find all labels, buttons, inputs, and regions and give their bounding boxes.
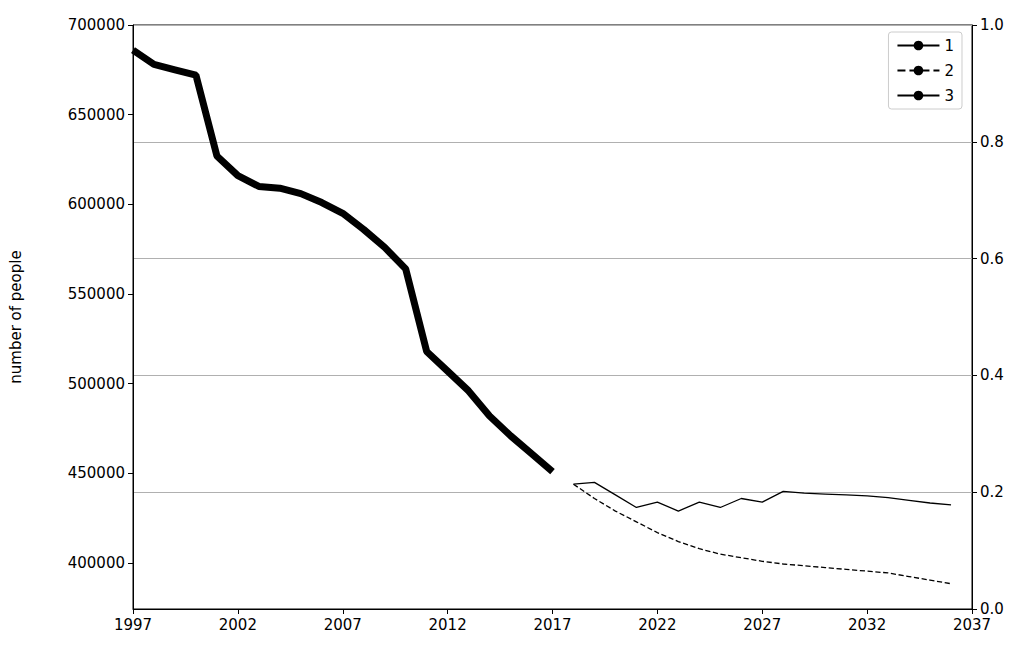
svg-text:0.0: 0.0 — [980, 600, 1004, 618]
svg-text:550000: 550000 — [68, 285, 125, 303]
svg-text:700000: 700000 — [68, 16, 125, 34]
svg-text:2007: 2007 — [324, 616, 362, 634]
svg-text:3: 3 — [944, 87, 954, 105]
svg-text:2027: 2027 — [743, 616, 781, 634]
svg-text:2037: 2037 — [953, 616, 991, 634]
svg-text:650000: 650000 — [68, 106, 125, 124]
svg-text:400000: 400000 — [68, 554, 125, 572]
svg-text:600000: 600000 — [68, 195, 125, 213]
svg-text:2017: 2017 — [533, 616, 571, 634]
svg-text:2022: 2022 — [638, 616, 676, 634]
svg-text:0.8: 0.8 — [980, 133, 1004, 151]
svg-text:1997: 1997 — [114, 616, 152, 634]
svg-text:1: 1 — [944, 37, 954, 55]
svg-text:1.0: 1.0 — [980, 16, 1004, 34]
svg-text:0.2: 0.2 — [980, 483, 1004, 501]
svg-text:0.6: 0.6 — [980, 250, 1004, 268]
svg-text:450000: 450000 — [68, 464, 125, 482]
svg-text:number of people: number of people — [7, 250, 25, 383]
svg-text:0.4: 0.4 — [980, 366, 1004, 384]
svg-text:2: 2 — [944, 62, 954, 80]
svg-text:2012: 2012 — [429, 616, 467, 634]
svg-text:2002: 2002 — [219, 616, 257, 634]
svg-text:500000: 500000 — [68, 375, 125, 393]
svg-text:2032: 2032 — [848, 616, 886, 634]
